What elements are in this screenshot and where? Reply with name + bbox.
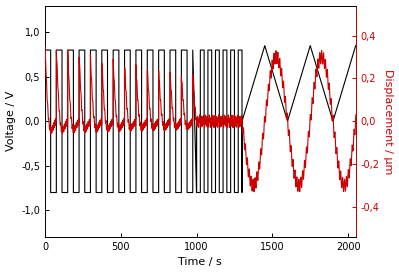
Y-axis label: Displacement / μm: Displacement / μm: [383, 69, 393, 174]
Y-axis label: Voltage / V: Voltage / V: [6, 91, 16, 152]
X-axis label: Time / s: Time / s: [178, 257, 222, 268]
